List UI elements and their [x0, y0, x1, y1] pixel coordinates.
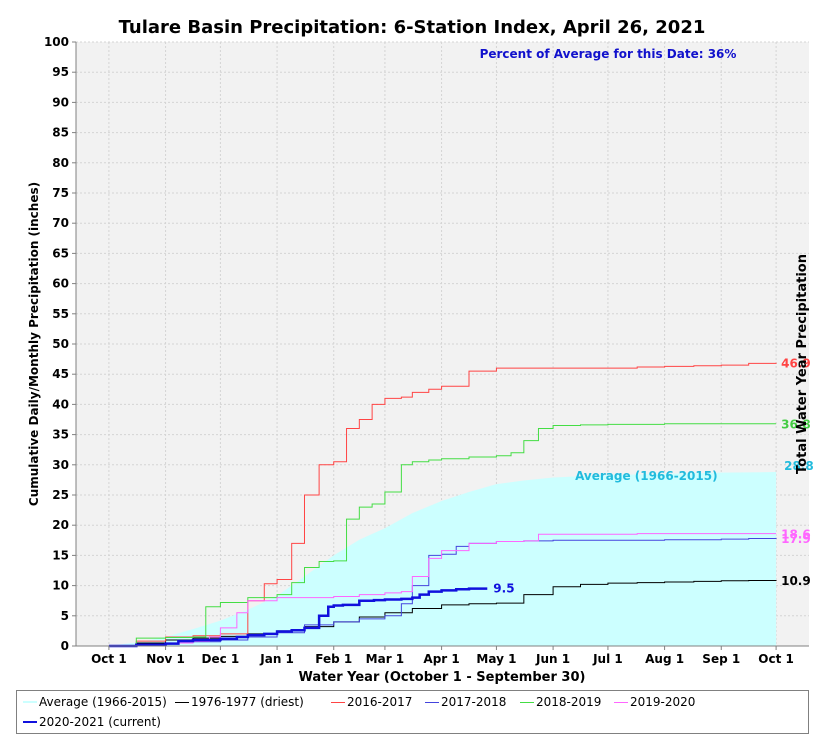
x-axis-label: Water Year (October 1 - September 30)	[299, 670, 586, 685]
y-tick-label: 35	[52, 428, 69, 442]
series-layer	[108, 362, 777, 648]
legend-label-driest: 1976-1977 (driest)	[191, 695, 304, 709]
chart-title: Tulare Basin Precipitation: 6-Station In…	[119, 17, 706, 38]
x-tick-label: Aug 1	[645, 652, 684, 666]
total-label-current: 9.5	[493, 582, 514, 596]
legend-swatch-average	[23, 701, 37, 703]
total-label-wy2017: 46.9	[781, 357, 811, 371]
y-tick-label: 90	[52, 95, 69, 109]
legend-item-driest: 1976-1977 (driest)	[175, 695, 304, 709]
y-tick-label: 25	[52, 488, 69, 502]
series-area-average	[108, 472, 777, 646]
area-label-average: Average (1966-2015)	[575, 469, 718, 483]
legend-swatch-2018-2019	[520, 701, 534, 703]
y-ticks: 0 5 10 15 20 25 30 35 40 45 50 55 60 65 70 75 80 85 90 95 10…	[44, 35, 76, 653]
y-axis-label: Cumulative Daily/Monthly Precipitation (…	[27, 182, 41, 506]
x-tick-label: Jun 1	[535, 652, 570, 666]
legend-swatch-2019-2020	[614, 701, 628, 703]
total-label-average: 28.8	[784, 459, 814, 473]
legend-label-2016-2017: 2016-2017	[347, 695, 413, 709]
x-tick-label: Oct 1	[758, 652, 794, 666]
y-tick-label: 50	[52, 337, 69, 351]
legend-swatch-driest	[175, 701, 189, 703]
y-axis-label-right: Total Water Year Precipitation	[795, 254, 810, 474]
x-ticks: Oct 1 Nov 1 Dec 1 Jan 1 Feb 1 Mar 1 Apr 1 May 1…	[91, 646, 794, 666]
y-tick-label: 5	[61, 609, 69, 623]
y-tick-label: 80	[52, 156, 69, 170]
legend-swatch-2017-2018	[425, 701, 439, 703]
legend-swatch-current	[23, 721, 37, 723]
chart: Tulare Basin Precipitation: 6-Station In…	[27, 17, 814, 685]
legend-item-2018-2019: 2018-2019	[520, 695, 601, 709]
x-tick-label: Jul 1	[592, 652, 623, 666]
legend-label-current: 2020-2021 (current)	[39, 715, 161, 729]
y-tick-label: 95	[52, 65, 69, 79]
total-label-wy2018: 17.9	[781, 532, 811, 546]
y-tick-label: 10	[52, 579, 69, 593]
total-label-wy2019: 36.8	[781, 418, 811, 432]
y-tick-label: 15	[52, 548, 69, 562]
x-tick-label: Apr 1	[423, 652, 459, 666]
x-tick-label: Nov 1	[146, 652, 185, 666]
x-tick-label: Oct 1	[91, 652, 127, 666]
series-line-wy2019	[108, 423, 777, 647]
x-tick-label: Dec 1	[202, 652, 240, 666]
legend-label-2019-2020: 2019-2020	[630, 695, 696, 709]
y-tick-label: 20	[52, 518, 69, 532]
x-tick-label: Jan 1	[259, 652, 294, 666]
y-tick-label: 45	[52, 367, 69, 381]
y-tick-label: 30	[52, 458, 69, 472]
y-tick-label: 100	[44, 35, 69, 49]
legend-item-current: 2020-2021 (current)	[23, 715, 161, 729]
x-tick-label: Feb 1	[315, 652, 352, 666]
x-tick-label: Sep 1	[702, 652, 740, 666]
x-tick-label: May 1	[476, 652, 516, 666]
y-tick-label: 60	[52, 277, 69, 291]
y-tick-label: 55	[52, 307, 69, 321]
total-label-driest: 10.9	[781, 574, 811, 588]
total-label-wy2020: 18.6	[781, 528, 811, 542]
grid	[76, 41, 809, 646]
y-tick-label: 0	[61, 639, 69, 653]
legend-item-average: Average (1966-2015)	[23, 695, 167, 709]
legend-label-2018-2019: 2018-2019	[536, 695, 602, 709]
end-labels: 28.8 Average (1966-2015) 10.9 46.9 17.9 36.8 1…	[493, 357, 813, 596]
legend: Average (1966-2015) 1976-1977 (driest) 2…	[16, 690, 809, 734]
y-tick-label: 85	[52, 126, 69, 140]
annotation-percent-of-average: Percent of Average for this Date: 36%	[480, 47, 737, 61]
x-tick-label: Mar 1	[366, 652, 404, 666]
legend-label-average: Average (1966-2015)	[39, 695, 167, 709]
y-tick-label: 75	[52, 186, 69, 200]
legend-item-2016-2017: 2016-2017	[331, 695, 412, 709]
legend-item-2019-2020: 2019-2020	[614, 695, 695, 709]
legend-item-2017-2018: 2017-2018	[425, 695, 506, 709]
y-tick-label: 40	[52, 397, 69, 411]
y-tick-label: 65	[52, 246, 69, 260]
y-tick-label: 70	[52, 216, 69, 230]
legend-label-2017-2018: 2017-2018	[441, 695, 507, 709]
series-line-current	[108, 587, 488, 648]
legend-swatch-2016-2017	[331, 701, 345, 703]
series-line-wy2020	[108, 533, 777, 647]
